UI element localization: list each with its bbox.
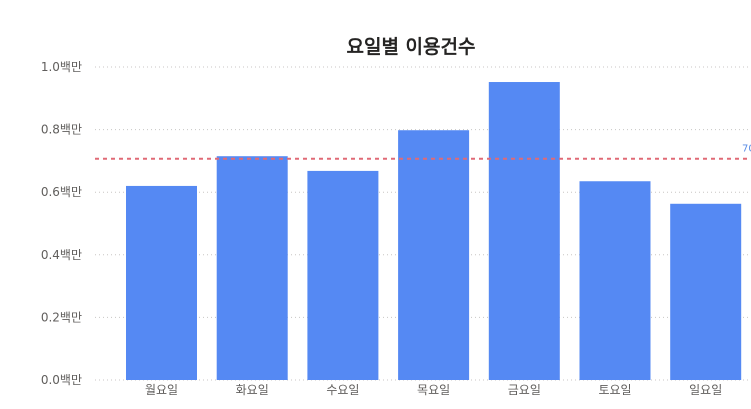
bar-7[interactable] <box>670 203 742 380</box>
x-tick-label: 토요일 <box>598 383 631 397</box>
y-tick-label: 0.4백만 <box>41 248 82 262</box>
x-tick-label: 목요일 <box>417 383 450 397</box>
y-tick-label: 0.6백만 <box>41 185 82 199</box>
y-axis: 0.0백만 0.2백만 0.4백만 0.6백만 0.8백만 1.0백만 <box>41 60 82 387</box>
y-tick-label: 0.8백만 <box>41 123 82 137</box>
chart-title: 요일별 이용건수 <box>347 36 476 58</box>
bar-4[interactable] <box>398 130 470 380</box>
average-reference-line: 70 <box>95 144 751 160</box>
bar-1[interactable] <box>126 185 197 380</box>
average-line-label: 70 <box>742 144 751 155</box>
x-tick-label: 금요일 <box>508 383 541 397</box>
bar-6[interactable] <box>579 181 651 380</box>
x-tick-label: 화요일 <box>236 383 269 397</box>
x-tick-label: 수요일 <box>326 383 359 397</box>
y-tick-label: 0.0백만 <box>41 373 82 387</box>
bars <box>126 82 742 381</box>
x-tick-label: 일요일 <box>689 383 722 397</box>
y-tick-label: 1.0백만 <box>41 60 82 74</box>
x-tick-label: 월요일 <box>145 383 178 397</box>
bar-3[interactable] <box>307 170 379 380</box>
bar-5[interactable] <box>488 82 560 381</box>
x-axis: 월요일 화요일 수요일 목요일 금요일 토요일 일요일 <box>145 383 722 397</box>
bar-2[interactable] <box>216 156 288 380</box>
y-tick-label: 0.2백만 <box>41 310 82 324</box>
